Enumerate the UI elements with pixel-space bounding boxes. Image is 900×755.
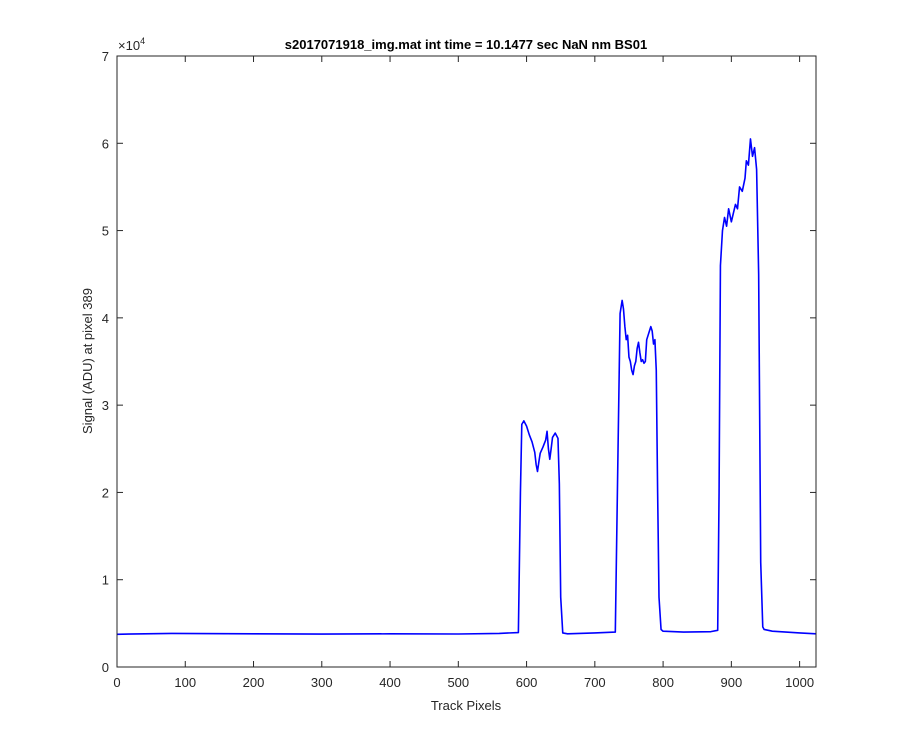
- x-axis-label: Track Pixels: [431, 698, 502, 713]
- x-tick-label: 300: [311, 675, 333, 690]
- y-axis-label: Signal (ADU) at pixel 389: [80, 288, 95, 434]
- y-tick-label: 6: [102, 136, 109, 151]
- axes-box: [116, 55, 817, 668]
- x-tick-label: 600: [516, 675, 538, 690]
- y-tick-label: 4: [102, 311, 109, 326]
- y-tick-label: 3: [102, 398, 109, 413]
- y-tick-label: 7: [102, 49, 109, 64]
- y-axis-exponent: ×104: [118, 36, 145, 53]
- x-tick-label: 100: [174, 675, 196, 690]
- x-tick-label: 0: [113, 675, 120, 690]
- plot-area-background: [117, 56, 816, 667]
- x-tick-label: 700: [584, 675, 606, 690]
- x-tick-label: 800: [652, 675, 674, 690]
- y-tick-label: 5: [102, 224, 109, 239]
- x-tick-label: 900: [721, 675, 743, 690]
- y-tick-label: 1: [102, 573, 109, 588]
- y-tick-label: 2: [102, 485, 109, 500]
- y-axis-exponent-power: 4: [140, 36, 145, 46]
- x-tick-label: 1000: [785, 675, 814, 690]
- chart-title: s2017071918_img.mat int time = 10.1477 s…: [285, 37, 647, 52]
- y-tick-label: 0: [102, 660, 109, 675]
- series-line-1: [116, 138, 817, 636]
- x-tick-label: 400: [379, 675, 401, 690]
- x-tick-label: 200: [243, 675, 265, 690]
- y-axis-exponent-base: ×10: [118, 38, 140, 53]
- x-tick-label: 500: [447, 675, 469, 690]
